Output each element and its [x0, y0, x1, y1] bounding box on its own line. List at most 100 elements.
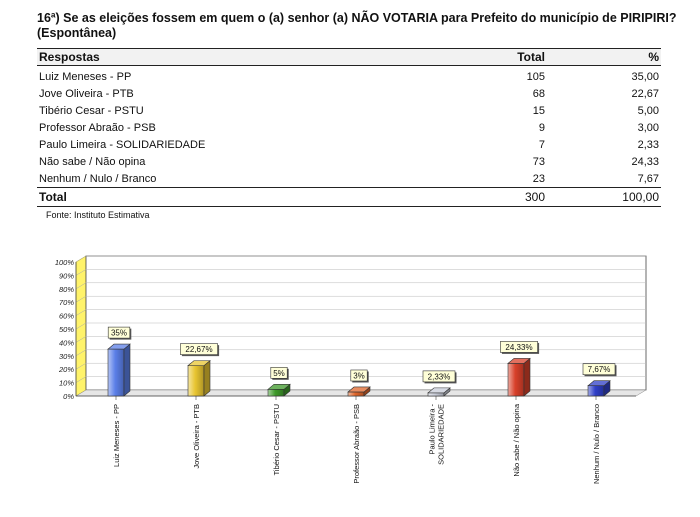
- row-total: 73: [532, 155, 545, 168]
- gridline: [75, 322, 87, 330]
- data-label: 7,67%: [588, 365, 611, 374]
- gridline: [75, 362, 87, 370]
- table-total-row: Total 300 100,00: [37, 187, 661, 207]
- bar-top: [267, 384, 291, 390]
- data-label-box: [582, 363, 616, 376]
- y-tick-label: 50%: [59, 325, 74, 334]
- row-answer: Tibério Cesar - PSTU: [39, 104, 144, 117]
- x-tick-label: SOLIDARIEDADE: [437, 404, 446, 465]
- gridline: [75, 269, 87, 276]
- table-row: Professor Abraão - PSB 9 3,00: [37, 119, 661, 136]
- gridline: [75, 349, 87, 357]
- data-label-box: [107, 326, 131, 339]
- x-tick-label: Professor Abraão - PSB: [352, 404, 361, 484]
- data-label: 24,33%: [505, 343, 532, 352]
- y-tick-label: 30%: [59, 352, 74, 361]
- bar-top: [187, 360, 211, 366]
- data-label: 22,67%: [185, 345, 212, 354]
- row-percent: 5,00: [637, 104, 659, 117]
- total-percent: 100,00: [622, 190, 659, 204]
- row-percent: 2,33: [637, 138, 659, 151]
- bar-top: [507, 358, 531, 364]
- row-percent: 7,67: [637, 172, 659, 185]
- table-row: Luiz Meneses - PP 105 35,00: [37, 66, 661, 86]
- row-total: 7: [538, 138, 545, 151]
- table-row: Jove Oliveira - PTB 68 22,67: [37, 85, 661, 102]
- bar-side: [523, 357, 531, 397]
- bar-chart: 0% 10% 20% 30% 40% 50% 60% 70% 80% 90% 100% 35% Luiz…: [55, 255, 647, 484]
- y-tick-label: 100%: [55, 258, 75, 267]
- total-label: Total: [39, 190, 67, 204]
- header-percent: %: [547, 48, 661, 66]
- x-tick-label: Paulo Limeira -: [428, 404, 437, 455]
- y-tick-label: 60%: [59, 312, 74, 321]
- gridline: [75, 336, 87, 343]
- data-label-box: [270, 367, 288, 379]
- data-label-box: [350, 369, 368, 382]
- row-percent: 35,00: [631, 70, 659, 83]
- y-tick-label: 70%: [59, 298, 74, 307]
- table-row: Nenhum / Nulo / Branco 23 7,67: [37, 170, 661, 188]
- row-total: 105: [526, 70, 545, 83]
- row-percent: 22,67: [631, 87, 659, 100]
- total-count: 300: [524, 190, 545, 204]
- row-answer: Nenhum / Nulo / Branco: [39, 172, 157, 185]
- x-tick-label: Nenhum / Nulo / Branco: [592, 404, 601, 484]
- bar-front: [187, 365, 205, 397]
- bar-top: [347, 386, 371, 393]
- gridline: [75, 255, 87, 263]
- y-tick-label: 10%: [59, 379, 74, 388]
- row-answer: Jove Oliveira - PTB: [39, 87, 134, 100]
- row-answer: Professor Abraão - PSB: [39, 121, 156, 134]
- row-answer: Não sabe / Não opina: [39, 155, 146, 168]
- row-percent: 24,33: [631, 155, 659, 168]
- bar-top: [107, 343, 131, 350]
- bar-front: [427, 392, 445, 397]
- x-tick-label: Jove Oliveira - PTB: [192, 404, 201, 469]
- bar-side: [203, 359, 211, 397]
- bar-front: [107, 348, 125, 397]
- x-tick-label: Não sabe / Não opina: [512, 403, 521, 476]
- results-table: Respostas Total % Luiz Meneses - PP 105 …: [37, 48, 661, 207]
- row-total: 9: [538, 121, 545, 134]
- x-tick-label: Luiz Meneses - PP: [112, 404, 121, 467]
- data-label: 35%: [111, 329, 127, 338]
- table-row: Tibério Cesar - PSTU 15 5,00: [37, 102, 661, 119]
- y-tick-label: 80%: [59, 285, 74, 294]
- gridline: [75, 282, 87, 290]
- question-title: 16ª) Se as eleições fossem em quem o (a)…: [37, 11, 677, 40]
- data-label-box: [422, 370, 456, 383]
- data-label: 5%: [273, 369, 285, 378]
- row-total: 23: [532, 172, 545, 185]
- table-row: Não sabe / Não opina 73 24,33: [37, 153, 661, 170]
- gridline: [75, 376, 87, 383]
- data-label: 3%: [353, 371, 365, 380]
- row-total: 68: [532, 87, 545, 100]
- row-answer: Paulo Limeira - SOLIDARIEDADE: [39, 138, 206, 151]
- row-total: 15: [532, 104, 545, 117]
- bar-top: [427, 387, 451, 394]
- row-percent: 3,00: [637, 121, 659, 134]
- bar-front: [267, 389, 285, 397]
- table-header-row: Respostas Total %: [37, 48, 661, 66]
- y-tick-label: 0%: [63, 392, 74, 401]
- x-tick-label: Tibério Cesar - PSTU: [272, 404, 281, 475]
- bar-top: [587, 380, 611, 387]
- y-tick-label: 20%: [58, 365, 74, 374]
- source-note: Fonte: Instituto Estimativa: [46, 210, 150, 220]
- y-tick-label: 40%: [59, 338, 74, 347]
- gridline: [75, 295, 87, 303]
- data-label: 2,33%: [428, 372, 451, 381]
- data-label-box: [500, 341, 538, 353]
- row-answer: Luiz Meneses - PP: [39, 70, 132, 83]
- bar-front: [507, 363, 525, 397]
- bar-side: [123, 343, 131, 397]
- header-total: Total: [473, 48, 547, 66]
- data-label-box: [180, 343, 218, 355]
- table-row: Paulo Limeira - SOLIDARIEDADE 7 2,33: [37, 136, 661, 153]
- header-answers: Respostas: [37, 48, 473, 66]
- gridline: [75, 309, 87, 316]
- y-tick-label: 90%: [59, 271, 74, 280]
- bar-front: [347, 391, 365, 397]
- bar-front: [587, 385, 605, 397]
